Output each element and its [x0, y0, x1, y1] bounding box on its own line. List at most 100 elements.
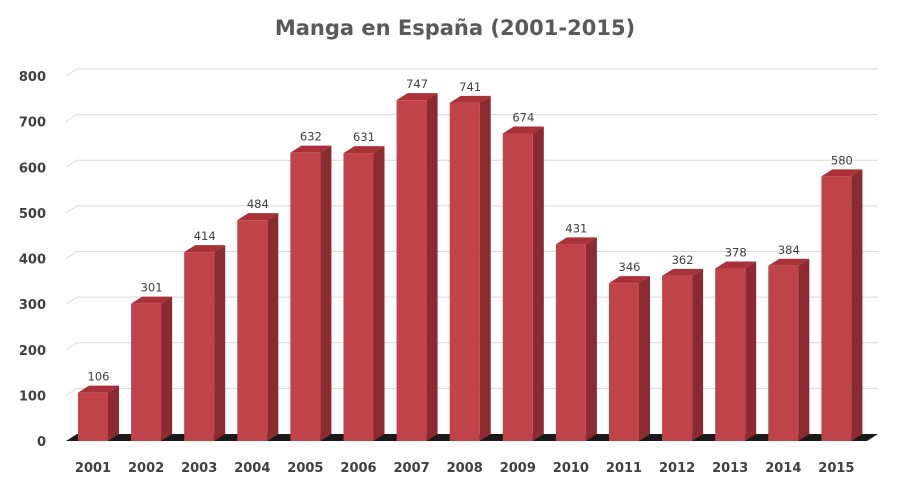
bar-top: [131, 296, 173, 304]
data-label: 431: [565, 221, 587, 235]
x-tick-label: 2004: [234, 461, 270, 476]
x-tick-label: 2002: [128, 461, 164, 476]
x-tick-label: 2009: [500, 461, 536, 476]
y-tick-label: 400: [19, 253, 46, 268]
bar: [343, 146, 385, 441]
data-label: 580: [831, 153, 853, 167]
bar-front: [662, 275, 693, 441]
gridline-depth: [65, 114, 78, 123]
bar-top: [768, 258, 810, 266]
bar: [396, 93, 438, 442]
data-label: 484: [247, 197, 269, 211]
bar-front: [555, 244, 586, 441]
data-label: 384: [778, 243, 800, 257]
y-tick-label: 700: [19, 116, 46, 131]
bar-front: [78, 392, 108, 441]
data-label: 106: [88, 370, 110, 384]
y-tick-label: 0: [37, 435, 46, 450]
bar-front: [396, 100, 427, 442]
bar-top: [290, 145, 332, 153]
bar-front: [131, 303, 162, 441]
gridline-depth: [65, 68, 78, 77]
bar-side: [479, 95, 491, 441]
x-tick-label: 2013: [712, 461, 748, 476]
bar-top: [343, 146, 385, 154]
bar-side: [373, 146, 385, 441]
data-label: 674: [512, 110, 534, 124]
gridline-depth: [65, 296, 78, 305]
bar-side: [108, 385, 119, 441]
data-label: 631: [353, 130, 375, 144]
gridline-depth: [65, 342, 78, 351]
x-tick-label: 2014: [765, 461, 801, 476]
bar: [662, 268, 704, 441]
bar-top: [555, 237, 597, 245]
bar-side: [426, 93, 438, 442]
bar: [290, 145, 332, 441]
bar-side: [798, 258, 810, 441]
data-label: 747: [406, 77, 428, 91]
bar: [821, 169, 863, 441]
x-tick-label: 2006: [340, 461, 376, 476]
bar-top: [502, 126, 544, 134]
bar-front: [715, 268, 746, 441]
bar-side: [639, 276, 650, 441]
y-tick-label: 100: [19, 389, 46, 404]
bar-top: [237, 213, 279, 221]
chart-title: Manga en España (2001-2015): [275, 16, 635, 40]
x-axis: 2001 2002 2003 2004 2005 2006 2007 2008 2009 2010…: [75, 461, 855, 476]
bar-top: [449, 95, 491, 103]
data-label: 414: [194, 229, 216, 243]
bar-side: [851, 169, 863, 441]
bar-top: [78, 385, 119, 393]
bar: [184, 245, 226, 441]
bars-layer: [78, 93, 863, 442]
bar-front: [821, 176, 852, 441]
bar-front: [343, 153, 374, 441]
y-tick-label: 200: [19, 344, 46, 359]
bar-top: [821, 169, 863, 177]
bar: [555, 237, 597, 441]
y-tick-label: 500: [19, 207, 46, 222]
bar-side: [214, 245, 226, 441]
data-label: 362: [672, 253, 694, 267]
bar-side: [161, 296, 173, 441]
bar-side: [692, 268, 704, 441]
data-label: 301: [141, 281, 163, 295]
bar-top: [662, 268, 704, 276]
data-labels-layer: 106 301 414 484 632 631 747 741 674 431 346 362 378 3…: [88, 77, 853, 383]
bar: [502, 126, 544, 442]
y-tick-label: 300: [19, 298, 46, 313]
gridline-depth: [65, 205, 78, 214]
gridline-depth: [65, 251, 78, 259]
bar-front: [237, 220, 268, 441]
bar-front: [768, 265, 799, 441]
bar: [449, 95, 491, 441]
x-tick-label: 2011: [606, 461, 642, 476]
gridline-depth: [65, 387, 78, 396]
x-tick-label: 2012: [659, 461, 695, 476]
bar-front: [290, 152, 321, 441]
x-tick-label: 2015: [818, 461, 854, 476]
x-tick-label: 2007: [394, 461, 430, 476]
data-label: 378: [725, 246, 747, 260]
bar-front: [502, 133, 533, 442]
bar-side: [745, 261, 757, 441]
bar: [78, 385, 119, 441]
y-tick-label: 600: [19, 161, 46, 176]
bar-top: [184, 245, 226, 253]
bar-top: [609, 276, 650, 284]
bar-front: [184, 252, 215, 441]
y-axis: 0 100 200 300 400 500 600 700 800: [19, 70, 46, 450]
bar-top: [396, 93, 438, 101]
bar-front: [449, 102, 480, 441]
bar: [768, 258, 810, 441]
bar-side: [320, 145, 332, 441]
data-label: 632: [300, 130, 322, 144]
x-tick-label: 2005: [287, 461, 323, 476]
bar-top: [715, 261, 757, 269]
x-tick-label: 2008: [447, 461, 483, 476]
gridline-depth: [65, 159, 78, 168]
